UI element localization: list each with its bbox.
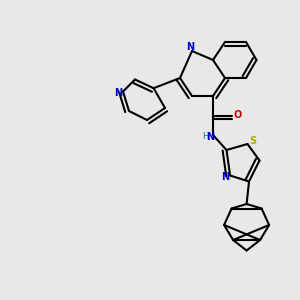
- Text: N: N: [221, 172, 230, 182]
- Text: N: N: [114, 88, 123, 98]
- Text: H: H: [202, 132, 209, 141]
- Text: N: N: [186, 41, 195, 52]
- Text: S: S: [249, 136, 256, 146]
- Text: N: N: [206, 131, 214, 142]
- Text: O: O: [234, 110, 242, 121]
